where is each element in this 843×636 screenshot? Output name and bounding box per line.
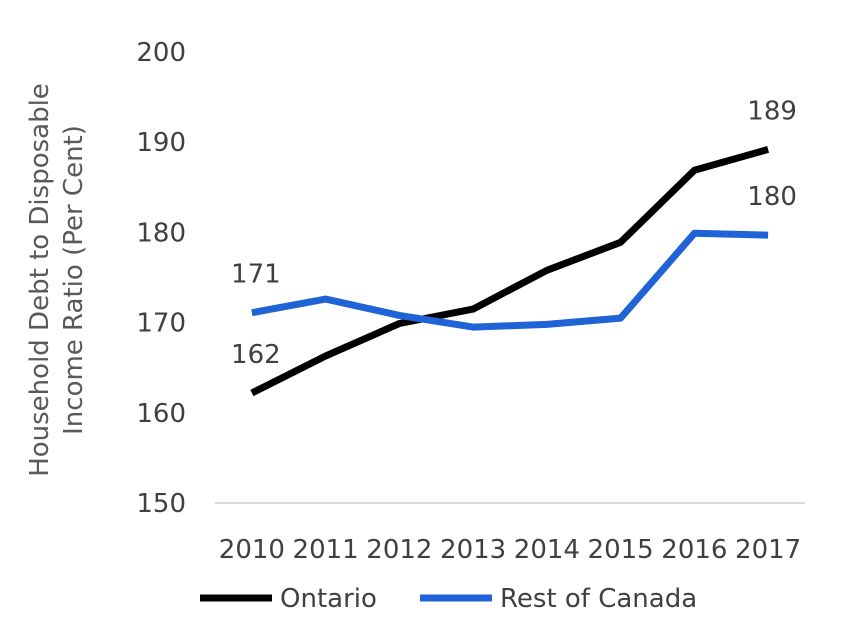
x-tick-label: 2014 xyxy=(514,535,580,565)
y-tick-label: 180 xyxy=(136,218,186,248)
x-tick-label: 2012 xyxy=(366,535,432,565)
legend: Ontario Rest of Canada xyxy=(200,584,697,614)
y-tick-label: 200 xyxy=(136,38,186,68)
y-tick-label: 160 xyxy=(136,399,186,429)
series-layer xyxy=(250,146,770,397)
data-label: 189 xyxy=(747,96,797,126)
x-tick-label: 2015 xyxy=(588,535,654,565)
data-label: 162 xyxy=(231,340,281,370)
data-label: 180 xyxy=(747,182,797,212)
y-axis-ticks: 150 160 170 180 190 200 xyxy=(136,38,186,519)
x-tick-label: 2013 xyxy=(440,535,506,565)
legend-label: Ontario xyxy=(280,584,377,614)
data-label: 171 xyxy=(231,260,281,290)
y-axis-title-line-1: Household Debt to Disposable xyxy=(25,83,55,477)
x-tick-label: 2011 xyxy=(293,535,359,565)
y-axis-title: Household Debt to Disposable Income Rati… xyxy=(25,83,89,477)
x-tick-label: 2010 xyxy=(219,535,285,565)
data-labels: 162 189 171 180 xyxy=(231,96,797,370)
legend-label: Rest of Canada xyxy=(500,584,697,614)
y-axis-title-line-2: Income Ratio (Per Cent) xyxy=(59,125,89,435)
series-line-rest-of-canada xyxy=(251,229,769,331)
y-tick-label: 190 xyxy=(136,128,186,158)
y-tick-label: 150 xyxy=(136,489,186,519)
x-tick-label: 2017 xyxy=(735,535,801,565)
series-line-ontario xyxy=(250,146,770,397)
y-tick-label: 170 xyxy=(136,309,186,339)
x-tick-label: 2016 xyxy=(661,535,727,565)
x-axis-ticks: 2010 2011 2012 2013 2014 2015 2016 2017 xyxy=(219,535,801,565)
